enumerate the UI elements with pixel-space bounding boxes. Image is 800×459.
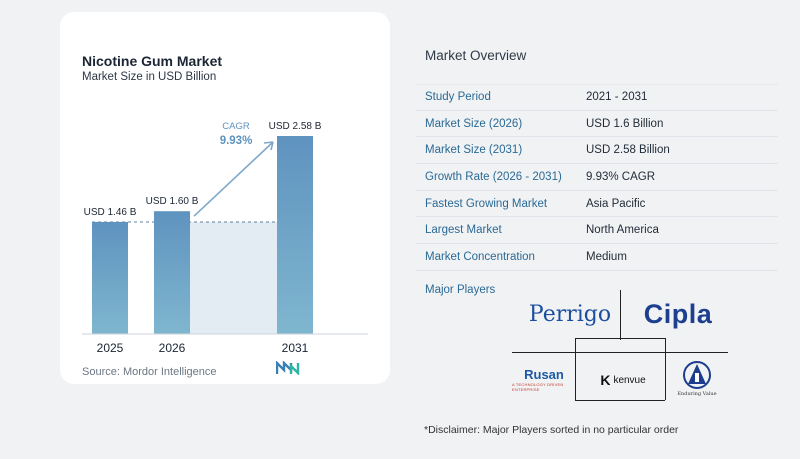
itc-tagline: Enduring Value	[677, 390, 717, 397]
row-key: Market Concentration	[425, 250, 535, 263]
tick-label-2025: 2025	[97, 341, 124, 355]
perrigo-logo: Perrigo	[528, 301, 612, 327]
table-row: Market Size (2031) USD 2.58 Billion	[416, 137, 778, 165]
row-key: Fastest Growing Market	[425, 197, 548, 210]
cagr-label: CAGR	[222, 121, 250, 132]
cagr-arrow-line	[193, 141, 274, 217]
row-value: Medium	[586, 250, 627, 263]
disclaimer-text: *Disclaimer: Major Players sorted in no …	[424, 424, 679, 436]
bar-2026	[154, 211, 190, 334]
row-value: USD 2.58 Billion	[586, 144, 670, 157]
row-key: Market Size (2026)	[425, 117, 523, 130]
row-value: Asia Pacific	[586, 197, 646, 210]
data-label-2025: USD 1.46 B	[84, 207, 137, 218]
bar-2031	[277, 136, 313, 334]
mordor-logo-icon	[276, 361, 300, 375]
logo-divider	[512, 352, 728, 353]
kenvue-mark-icon: K	[600, 372, 611, 388]
logo-divider	[575, 400, 665, 401]
table-row: Market Size (2026) USD 1.6 Billion	[416, 111, 778, 138]
data-label-2026: USD 1.60 B	[146, 196, 199, 207]
chart-title: Nicotine Gum Market	[82, 53, 223, 69]
overview-table: Study Period 2021 - 2031 Market Size (202…	[416, 84, 778, 271]
row-value: 9.93% CAGR	[586, 170, 656, 183]
rusan-name: Rusan	[524, 366, 564, 382]
overview-title: Market Overview	[425, 48, 527, 63]
row-key: Largest Market	[425, 224, 502, 237]
source-text: Source: Mordor Intelligence	[82, 366, 217, 378]
chart-subtitle: Market Size in USD Billion	[82, 71, 217, 83]
major-players-title: Major Players	[425, 284, 496, 296]
growth-shade-area	[190, 221, 277, 334]
row-value: 2021 - 2031	[586, 91, 648, 104]
table-row: Study Period 2021 - 2031	[416, 84, 778, 111]
row-value: USD 1.6 Billion	[586, 117, 664, 130]
logo-divider	[575, 338, 665, 339]
rusan-logo: Rusan A TECHNOLOGY DRIVEN ENTERPRISE	[512, 362, 576, 396]
logo-divider	[665, 338, 666, 400]
table-row: Largest Market North America	[416, 217, 778, 245]
tick-label-2031: 2031	[282, 341, 309, 355]
bar-chart: USD 1.46 B 2025 USD 1.60 B 2026 USD 2.58 B 20…	[82, 121, 368, 355]
data-label-2031: USD 2.58 B	[269, 121, 322, 132]
itc-emblem-icon	[683, 360, 711, 389]
bar-2025	[92, 221, 128, 334]
kenvue-logo: K kenvue	[585, 365, 661, 395]
table-row: Fastest Growing Market Asia Pacific	[416, 191, 778, 218]
row-key: Market Size (2031)	[425, 144, 523, 157]
chart-card: Nicotine Gum Market Market Size in USD B…	[60, 12, 390, 384]
logo-divider	[575, 338, 576, 400]
row-value: North America	[586, 224, 659, 237]
cagr-arrow-head-icon	[263, 141, 274, 151]
kenvue-name: kenvue	[613, 374, 646, 386]
row-key: Study Period	[425, 91, 491, 104]
cagr-value: 9.93%	[220, 135, 253, 147]
table-row: Market Concentration Medium	[416, 244, 778, 271]
table-row: Growth Rate (2026 - 2031) 9.93% CAGR	[416, 164, 778, 191]
cipla-logo: Cipla	[643, 298, 713, 329]
logo-divider	[620, 290, 621, 340]
row-key: Growth Rate (2026 - 2031)	[425, 170, 562, 183]
itc-logo: Enduring Value	[674, 355, 720, 401]
tick-label-2026: 2026	[159, 341, 186, 355]
rusan-tagline: A TECHNOLOGY DRIVEN ENTERPRISE	[512, 381, 564, 392]
